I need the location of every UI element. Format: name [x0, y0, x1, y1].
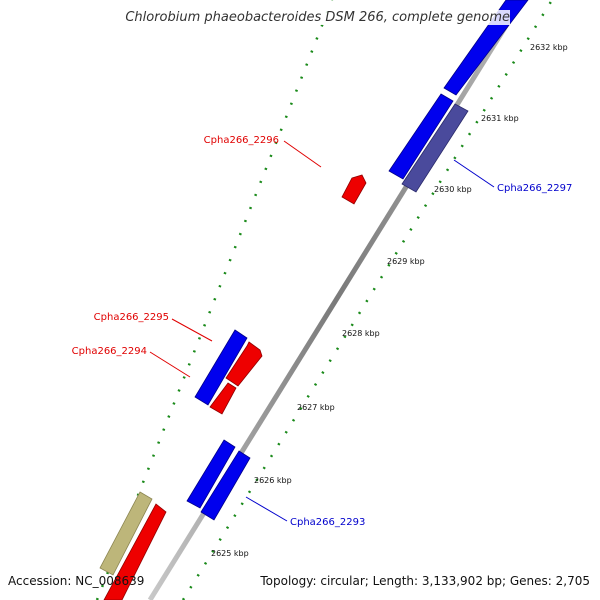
scale-tick-label: 2627 kbp [297, 403, 335, 412]
dotted-track-outer [95, 0, 334, 600]
gene-label-cpha266-2295[interactable]: Cpha266_2295 [94, 312, 169, 323]
map-title: Chlorobium phaeobacteroides DSM 266, com… [60, 10, 510, 25]
gene-reverse[interactable] [209, 382, 237, 415]
gene-reverse[interactable] [103, 503, 167, 600]
scale-tick-label: 2629 kbp [387, 257, 425, 266]
gene-label-cpha266-2297[interactable]: Cpha266_2297 [497, 183, 572, 194]
scale-tick-label: 2625 kbp [211, 549, 249, 558]
scale-tick-label: 2631 kbp [481, 114, 519, 123]
scale-tick-label: 2626 kbp [254, 476, 292, 485]
gene-label-cpha266-2294[interactable]: Cpha266_2294 [72, 346, 147, 357]
gene-selected[interactable] [401, 103, 469, 193]
topology-summary: Topology: circular; Length: 3,133,902 bp… [260, 574, 590, 588]
scale-ticks: 2625 kbp 2626 kbp 2627 kbp 2628 kbp 2629… [211, 43, 568, 558]
accession-text: Accession: NC_008639 [8, 574, 145, 588]
gene-forward[interactable] [194, 329, 248, 406]
dotted-track-inner [181, 0, 554, 600]
gene-features [99, 0, 529, 600]
gene-label-cpha266-2296[interactable]: Cpha266_2296 [204, 135, 279, 146]
gene-reverse[interactable] [225, 341, 263, 387]
gene-forward[interactable] [186, 439, 236, 509]
gene-labels: Cpha266_2296 Cpha266_2295 Cpha266_2294 C… [72, 135, 573, 528]
feature-other[interactable] [99, 491, 153, 576]
gene-forward[interactable] [200, 450, 251, 521]
gene-label-cpha266-2293[interactable]: Cpha266_2293 [290, 517, 365, 528]
scale-tick-label: 2630 kbp [434, 185, 472, 194]
gene-leaders [149, 140, 495, 522]
scale-tick-label: 2632 kbp [530, 43, 568, 52]
gene-reverse[interactable] [341, 174, 367, 205]
scale-tick-label: 2628 kbp [342, 329, 380, 338]
gene-forward[interactable] [388, 93, 454, 180]
